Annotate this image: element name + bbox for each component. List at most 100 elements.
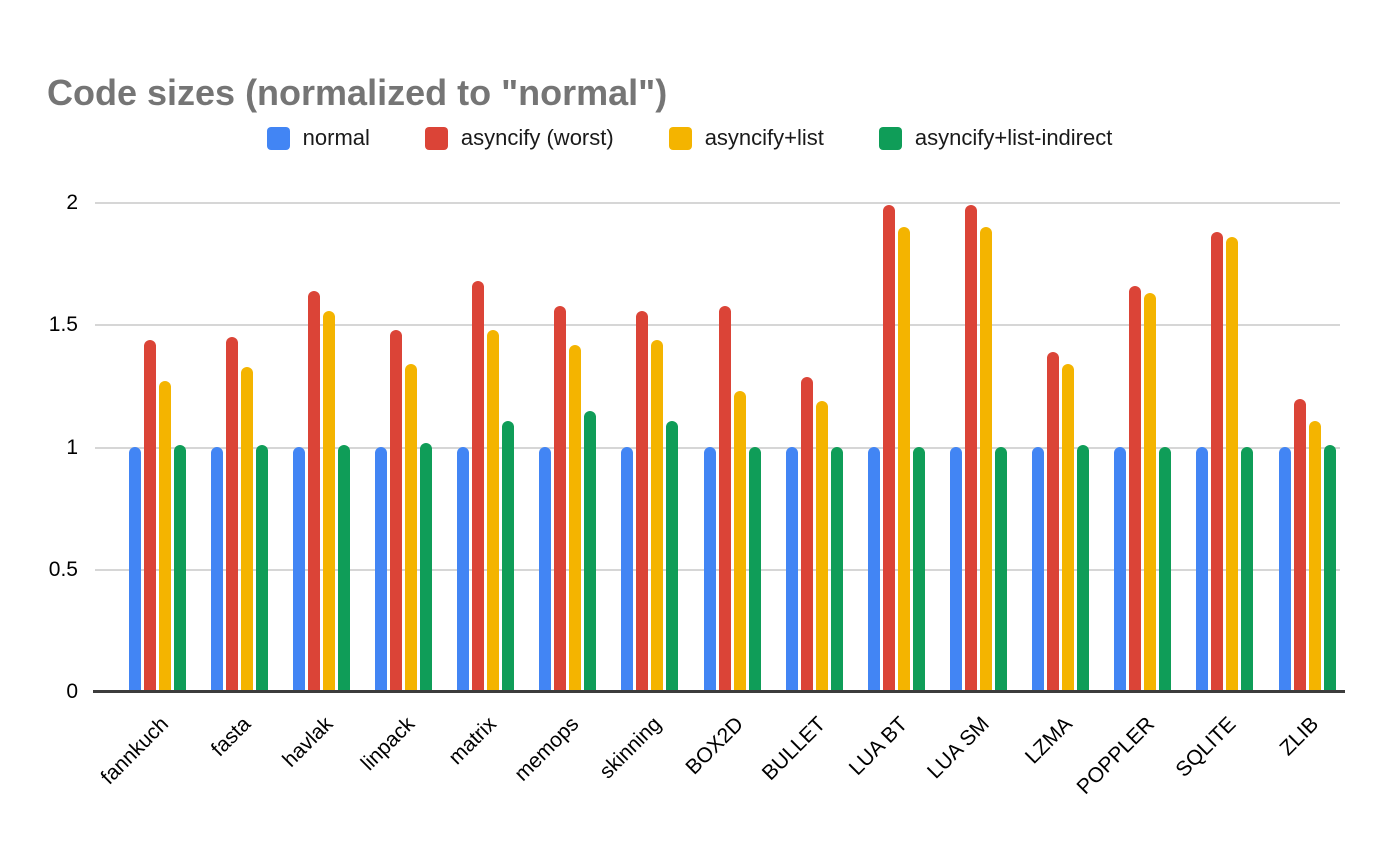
bar-havlak-asyncify+list-indirect (337, 445, 350, 692)
bar-fasta-asyncify-worst- (225, 337, 238, 692)
legend-label: asyncify+list-indirect (914, 125, 1113, 150)
x-axis-slot: SQLITE (1172, 692, 1266, 852)
bar-skinning-asyncify-worst- (636, 311, 649, 692)
bar-linpack-asyncify-worst- (389, 330, 402, 692)
x-axis-label: havlak (277, 712, 338, 772)
x-axis-slot: BULLET (758, 692, 855, 852)
chart-title: Code sizes (normalized to "normal") (47, 72, 668, 114)
y-axis-label: 0.5 (48, 557, 78, 581)
bar-group-fannkuch (116, 203, 198, 692)
bar-linpack-normal (374, 447, 387, 692)
bar-poppler-normal (1114, 447, 1127, 692)
gridline (95, 446, 1340, 449)
bar-box2d-asyncify+list-indirect (748, 447, 761, 692)
bar-lua-bt-asyncify+list-indirect (912, 447, 925, 692)
bar-zlib-normal (1278, 447, 1291, 692)
bar-bullet-asyncify+list (815, 401, 828, 692)
bar-group-lua-bt (855, 203, 937, 692)
bar-matrix-normal (457, 447, 470, 692)
bar-zlib-asyncify+list (1308, 421, 1321, 692)
x-axis-slot: havlak (277, 692, 362, 852)
bar-skinning-normal (621, 447, 634, 692)
bar-bullet-asyncify+list-indirect (830, 447, 843, 692)
bar-lzma-asyncify-worst- (1047, 352, 1060, 692)
bar-group-fasta (198, 203, 280, 692)
bar-sqlite-asyncify+list-indirect (1241, 447, 1254, 692)
x-axis-slot: POPPLER (1072, 692, 1184, 852)
legend-swatch-normal (266, 126, 290, 150)
bar-matrix-asyncify+list-indirect (502, 421, 515, 692)
bar-matrix-asyncify+list (487, 330, 500, 692)
x-axis-label: LZMA (1020, 712, 1077, 769)
bar-box2d-normal (703, 447, 716, 692)
bar-lua-bt-asyncify+list (897, 227, 910, 692)
x-axis-slot: skinning (595, 692, 691, 852)
legend-label: asyncify (worst) (460, 125, 614, 150)
bar-linpack-asyncify+list-indirect (419, 443, 432, 692)
x-axis-slot: LUA SM (924, 692, 1019, 852)
legend-swatch-asyncify-list-indirect (878, 126, 902, 150)
legend: normal asyncify (worst) asyncify+list as… (0, 125, 1379, 151)
y-axis-label: 0 (66, 680, 78, 703)
bar-havlak-asyncify-worst- (307, 291, 320, 692)
x-axis-label: matrix (444, 712, 502, 770)
bar-fasta-asyncify+list (240, 367, 253, 692)
bar-havlak-asyncify+list (322, 311, 335, 692)
x-axis-slot: fasta (198, 692, 280, 852)
bar-lua-sm-asyncify+list (979, 227, 992, 692)
bar-skinning-asyncify+list-indirect (666, 421, 679, 692)
y-axis-label: 1.5 (48, 313, 78, 337)
gridline (95, 568, 1340, 571)
x-axis-label: BOX2D (681, 712, 748, 780)
x-axis-slot: LUA BT (845, 692, 937, 852)
legend-item-asyncify-list-indirect: asyncify+list-indirect (878, 125, 1113, 151)
bar-lua-sm-asyncify+list-indirect (994, 447, 1007, 692)
bar-group-poppler (1102, 203, 1184, 692)
bar-poppler-asyncify-worst- (1129, 286, 1142, 692)
y-axis-label: 2 (66, 191, 78, 214)
bar-group-bullet (773, 203, 855, 692)
bar-groups (116, 203, 1348, 692)
bar-memops-normal (539, 447, 552, 692)
bar-havlak-normal (292, 447, 305, 692)
gridline (95, 202, 1340, 204)
bar-group-matrix (445, 203, 527, 692)
bar-lua-sm-normal (949, 447, 962, 692)
bar-fannkuch-asyncify-worst- (143, 340, 156, 692)
bar-group-lua-sm (937, 203, 1019, 692)
bar-group-lzma (1020, 203, 1102, 692)
bar-lzma-normal (1032, 447, 1045, 692)
bar-lua-bt-asyncify-worst- (882, 205, 895, 692)
x-axis-label: fannkuch (96, 712, 173, 790)
bar-memops-asyncify+list (569, 345, 582, 692)
bar-fannkuch-asyncify+list-indirect (173, 445, 186, 692)
bar-box2d-asyncify-worst- (718, 306, 731, 692)
bar-memops-asyncify+list-indirect (584, 411, 597, 692)
legend-label: normal (302, 125, 370, 150)
bar-fasta-asyncify+list-indirect (255, 445, 268, 692)
bar-poppler-asyncify+list (1144, 293, 1157, 692)
x-axis-label: LUA BT (844, 712, 913, 780)
legend-item-normal: normal (266, 125, 370, 151)
bar-sqlite-normal (1196, 447, 1209, 692)
x-axis-label: ZLIB (1275, 712, 1323, 761)
gridline (95, 324, 1340, 327)
bar-zlib-asyncify+list-indirect (1323, 445, 1336, 692)
bar-bullet-normal (785, 447, 798, 692)
bar-group-linpack (362, 203, 444, 692)
x-axis-label: fasta (206, 712, 255, 761)
bar-group-sqlite (1184, 203, 1266, 692)
y-axis-label: 1 (66, 435, 78, 459)
legend-label: asyncify+list (704, 125, 824, 150)
bar-fannkuch-asyncify+list (158, 381, 171, 692)
bar-fasta-normal (210, 447, 223, 692)
bar-box2d-asyncify+list (733, 391, 746, 692)
bar-group-havlak (280, 203, 362, 692)
bar-group-skinning (609, 203, 691, 692)
bar-sqlite-asyncify+list (1226, 237, 1239, 692)
bar-fannkuch-normal (128, 447, 141, 692)
legend-swatch-asyncify-worst (424, 126, 448, 150)
bar-bullet-asyncify-worst- (800, 377, 813, 692)
bar-lua-sm-asyncify-worst- (964, 205, 977, 692)
